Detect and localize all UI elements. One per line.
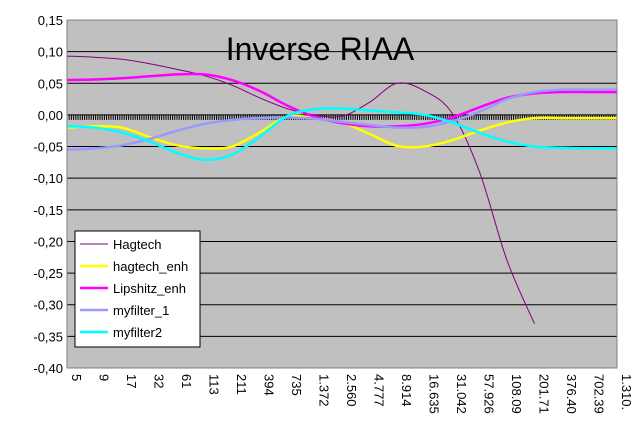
- x-tick-label: 9: [97, 374, 112, 381]
- legend: Hagtech hagtech_enh Lipshitz_enh myfilter_1…: [74, 230, 201, 348]
- legend-label: hagtech_enh: [113, 259, 188, 274]
- y-tick-label: 0,15: [38, 13, 63, 28]
- y-tick-label: -0,35: [33, 329, 63, 344]
- y-tick-label: -0,25: [33, 266, 63, 281]
- y-tick-label: -0,30: [33, 298, 63, 313]
- y-tick-label: -0,05: [33, 140, 63, 155]
- y-tick-label: -0,15: [33, 203, 63, 218]
- y-tick-label: -0,20: [33, 234, 63, 249]
- x-tick-label: 16.635: [427, 374, 442, 414]
- y-tick-label: 0,05: [38, 76, 63, 91]
- y-tick-label: 0,00: [38, 108, 63, 123]
- legend-label: Lipshitz_enh: [113, 281, 186, 296]
- x-tick-label: 113: [207, 374, 222, 395]
- x-tick-label: 57.926: [482, 374, 497, 414]
- chart-title: Inverse RIAA: [226, 31, 415, 67]
- x-tick-label: 211: [234, 374, 249, 395]
- legend-label: myfilter2: [113, 325, 162, 340]
- x-tick-label: 1.310.: [619, 374, 634, 410]
- y-axis-tick-labels: 0,15 0,10 0,05 0,00 -0,05 -0,10 -0,15 -0,20 -0,2…: [33, 13, 63, 376]
- x-tick-label: 32: [152, 374, 167, 388]
- plot-border: [66, 19, 618, 369]
- x-tick-label: 1.372: [317, 374, 332, 407]
- legend-label: myfilter_1: [113, 303, 169, 318]
- y-tick-label: -0,10: [33, 171, 63, 186]
- x-tick-label: 17: [124, 374, 139, 388]
- legend-label: Hagtech: [113, 237, 161, 252]
- series-line-myfilter2: [66, 107, 618, 162]
- x-tick-label: 702.39: [592, 374, 607, 414]
- x-tick-label: 61: [179, 374, 194, 388]
- x-tick-label: 201.71: [537, 374, 552, 414]
- x-tick-label: 8.914: [399, 374, 414, 407]
- x-tick-label: 31.042: [454, 374, 469, 414]
- series-line-myfilter-1: [66, 88, 617, 151]
- x-tick-label: 4.777: [372, 374, 387, 407]
- y-tick-label: 0,10: [38, 45, 63, 60]
- x-tick-label: 394: [262, 374, 277, 396]
- x-axis-tick-labels: 5 9 17 32 61 113 211 394 735 1.372 2.560 4.777 8.914…: [69, 374, 634, 414]
- x-tick-label: 376.40: [564, 374, 579, 414]
- y-tick-label: -0,40: [33, 361, 63, 376]
- x-tick-label: 108.09: [509, 374, 524, 414]
- x-tick-label: 735: [289, 374, 304, 396]
- x-tick-label: 2.560: [344, 374, 359, 407]
- x-tick-label: 5: [69, 374, 84, 381]
- series-group: [66, 55, 618, 324]
